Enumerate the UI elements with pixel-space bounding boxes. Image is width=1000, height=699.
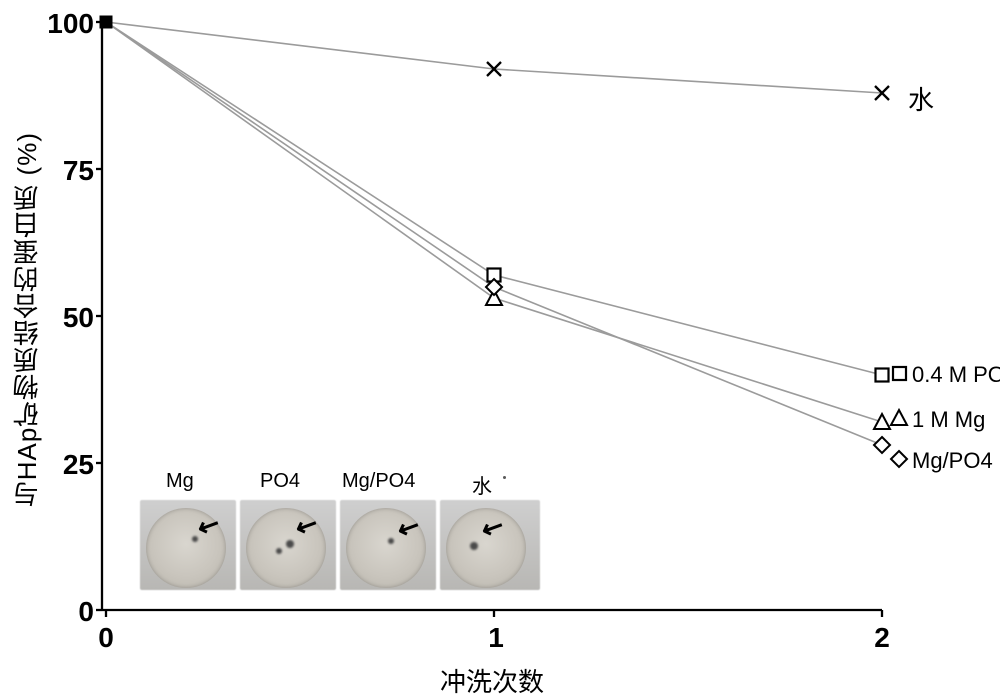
series-line-mg — [106, 22, 882, 422]
legend-marker-po4 — [893, 367, 906, 380]
inset-label-po4: PO4 — [260, 470, 300, 493]
inset-label-mg: Mg — [166, 470, 194, 493]
series-label-mgpo4: Mg/PO4 — [912, 448, 993, 474]
well-circle-water — [446, 508, 526, 588]
inset-label-water: 水 — [472, 470, 492, 499]
legend-marker-mgpo4 — [891, 451, 907, 467]
well-circle-po4 — [246, 508, 326, 588]
protein-binding-chart: 与HAp矿物质结合的蛋白质 (%) 100 75 50 25 0 0 1 2 冲… — [0, 0, 1000, 699]
well-circle-mg — [146, 508, 226, 588]
well-circle-mgpo4 — [346, 508, 426, 588]
inset-dot — [503, 476, 506, 479]
series-label-water: 水 — [908, 80, 934, 117]
series-line-po4 — [106, 22, 882, 375]
plot-svg — [0, 0, 1000, 699]
marker-mg-2 — [874, 414, 890, 429]
series-label-po4: 0.4 M PO4 — [912, 362, 1000, 388]
marker-po4-2 — [876, 369, 889, 382]
series-line-water — [106, 22, 882, 93]
inset-wellplate: Mg PO4 Mg/PO4 水 ↙ ↙ ↙ ↙ — [140, 472, 560, 592]
marker-mgpo4-2 — [874, 437, 890, 453]
legend-marker-mg — [891, 410, 907, 425]
start-marker — [100, 16, 113, 29]
inset-label-mgpo4: Mg/PO4 — [342, 470, 415, 493]
series-label-mg: 1 M Mg — [912, 407, 985, 433]
